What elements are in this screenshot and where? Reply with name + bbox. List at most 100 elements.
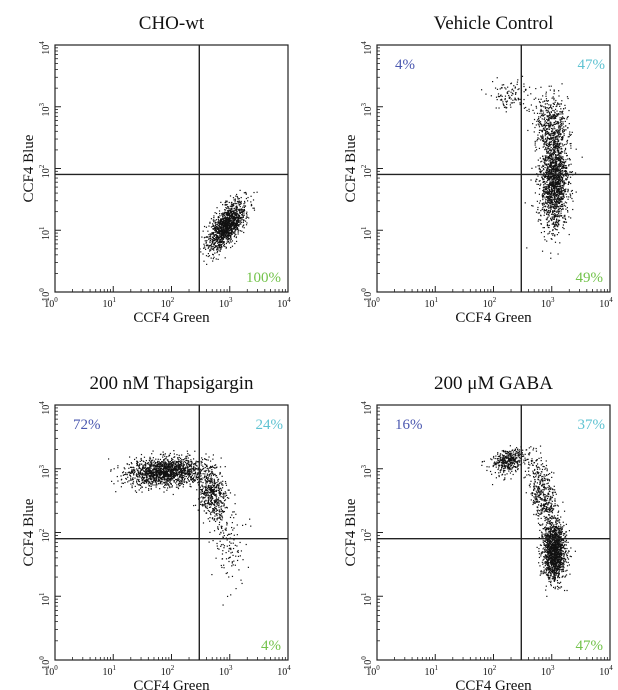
data-point: [548, 169, 551, 171]
data-point: [170, 483, 172, 485]
data-point: [223, 238, 225, 240]
data-point: [174, 460, 176, 462]
data-point: [159, 472, 162, 474]
data-point: [176, 454, 178, 456]
data-point: [562, 193, 564, 195]
data-point: [159, 461, 161, 464]
data-point: [571, 197, 573, 200]
data-point: [554, 168, 557, 170]
data-point: [155, 486, 157, 488]
data-point: [552, 202, 554, 204]
data-point: [544, 201, 547, 203]
data-point: [547, 122, 549, 125]
data-point: [213, 242, 215, 244]
data-point: [560, 196, 562, 199]
data-point: [153, 478, 155, 480]
data-point: [553, 191, 556, 193]
data-point: [177, 486, 179, 488]
data-point: [564, 171, 567, 173]
data-point: [556, 157, 558, 159]
data-point: [542, 202, 545, 204]
data-point: [550, 252, 552, 254]
data-point: [232, 214, 234, 216]
data-point: [224, 235, 226, 237]
data-point: [560, 175, 562, 178]
data-point: [168, 468, 170, 470]
data-point: [546, 122, 548, 125]
data-point: [545, 202, 547, 204]
data-point: [560, 157, 562, 160]
data-point: [550, 153, 552, 155]
data-point: [208, 233, 210, 236]
data-point: [158, 482, 160, 485]
data-point: [173, 468, 176, 471]
data-point: [555, 170, 557, 172]
data-point: [224, 209, 227, 211]
data-point: [178, 456, 180, 459]
data-point: [165, 479, 167, 481]
data-point: [242, 225, 244, 227]
data-point: [167, 468, 170, 470]
data-point: [233, 215, 235, 218]
data-point: [232, 218, 235, 220]
data-point: [226, 224, 228, 226]
data-point: [548, 224, 550, 226]
x-tick-label: 103: [219, 296, 233, 310]
data-point: [206, 236, 208, 238]
data-point: [203, 260, 205, 262]
data-point: [559, 207, 561, 210]
data-point: [252, 199, 255, 201]
data-point: [557, 219, 560, 221]
data-point: [560, 189, 563, 191]
data-point: [548, 117, 550, 120]
x-tick-label: 102: [161, 296, 175, 310]
data-point: [202, 465, 204, 468]
data-point: [539, 121, 541, 123]
data-point: [555, 228, 557, 231]
data-point: [244, 202, 246, 204]
data-point: [561, 161, 563, 163]
data-point: [139, 467, 141, 470]
data-point: [570, 217, 572, 219]
data-point: [551, 108, 553, 110]
data-point: [188, 460, 190, 462]
data-point: [148, 471, 151, 473]
data-point: [549, 195, 551, 197]
data-point: [563, 134, 565, 137]
data-point: [165, 473, 167, 476]
data-point: [169, 480, 171, 482]
data-point: [562, 117, 564, 119]
data-point: [548, 149, 550, 151]
data-point: [156, 465, 159, 467]
data-point: [227, 227, 229, 229]
data-point: [551, 165, 553, 167]
data-point: [184, 470, 186, 472]
data-point: [548, 124, 550, 126]
data-point: [159, 482, 162, 484]
data-point: [566, 118, 568, 120]
data-point: [235, 209, 237, 211]
data-point: [222, 243, 224, 245]
data-point: [550, 194, 552, 196]
data-point: [165, 472, 168, 474]
data-point: [219, 471, 221, 474]
data-point: [541, 138, 543, 140]
data-point: [145, 479, 147, 481]
data-point: [138, 474, 141, 477]
data-point: [180, 461, 182, 464]
data-point: [572, 208, 574, 211]
data-point: [244, 205, 247, 207]
data-point: [544, 138, 547, 140]
data-point: [176, 479, 178, 481]
data-point: [570, 182, 572, 185]
data-point: [565, 166, 567, 169]
data-point: [225, 231, 227, 234]
data-point: [235, 233, 237, 236]
data-point: [151, 483, 153, 485]
data-point: [570, 190, 573, 192]
data-point: [183, 481, 185, 483]
data-point: [191, 460, 193, 463]
data-point: [113, 483, 115, 485]
data-point: [163, 472, 166, 474]
